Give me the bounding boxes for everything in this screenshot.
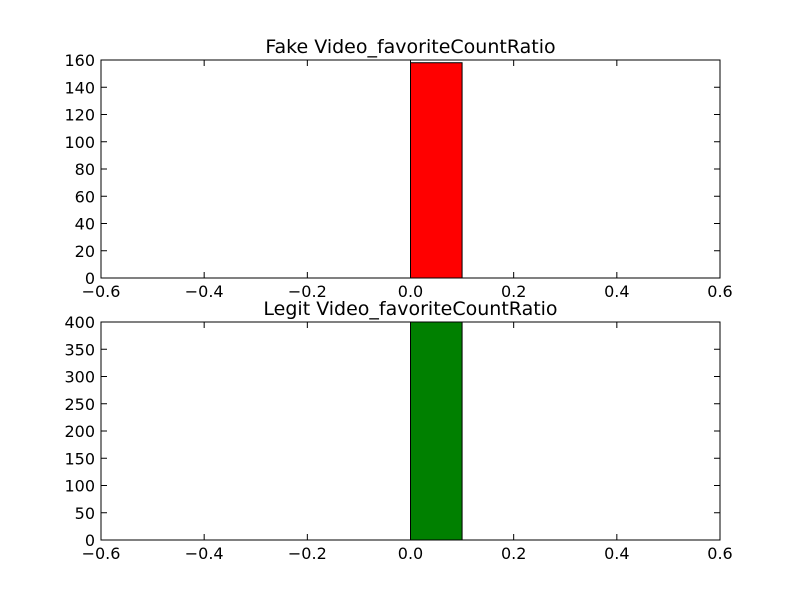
y-tick-label: 0 [85, 531, 95, 550]
chart-title: Fake Video_favoriteCountRatio [265, 36, 555, 58]
x-tick-label: −0.6 [82, 282, 121, 301]
subplot-fake-video: −0.6 −0.4 −0.2 0.0 0.2 0.4 0.6 0 20 40 60 80 100 120 1… [64, 36, 732, 301]
histogram-bar [410, 62, 463, 279]
chart-title: Legit Video_favoriteCountRatio [263, 298, 557, 320]
x-tick-label: 0.2 [501, 282, 526, 301]
x-tick-label: 0.6 [707, 282, 732, 301]
x-tick-label: −0.4 [185, 282, 224, 301]
y-tick-label: 150 [64, 449, 95, 468]
y-tick-label: 160 [64, 51, 95, 70]
histogram-bar [410, 321, 463, 541]
y-tick-label: 80 [75, 160, 95, 179]
y-tick-label: 300 [64, 368, 95, 387]
x-tick-label: −0.6 [82, 544, 121, 563]
y-tick-label: 100 [64, 477, 95, 496]
x-tick-label: −0.2 [288, 282, 327, 301]
y-tick-label: 350 [64, 340, 95, 359]
y-tick-label: 140 [64, 78, 95, 97]
y-tick-label: 200 [64, 422, 95, 441]
y-tick-label: 0 [85, 269, 95, 288]
subplot-legit-video: −0.6 −0.4 −0.2 0.0 0.2 0.4 0.6 0 50 100 150 200 250 3… [64, 298, 732, 563]
x-tick-label: 0.0 [398, 282, 423, 301]
y-tick-label: 20 [75, 242, 95, 261]
y-tick-label: 40 [75, 215, 95, 234]
x-tick-label: −0.2 [288, 544, 327, 563]
x-tick-label: 0.4 [604, 544, 629, 563]
y-tick-label: 60 [75, 187, 95, 206]
x-tick-label: 0.2 [501, 544, 526, 563]
y-tick-label: 400 [64, 313, 95, 332]
x-tick-label: −0.4 [185, 544, 224, 563]
x-tick-label: 0.6 [707, 544, 732, 563]
y-tick-label: 100 [64, 133, 95, 152]
y-tick-label: 250 [64, 395, 95, 414]
y-tick-label: 120 [64, 106, 95, 125]
y-tick-label: 50 [75, 504, 95, 523]
x-tick-label: 0.4 [604, 282, 629, 301]
x-tick-label: 0.0 [398, 544, 423, 563]
